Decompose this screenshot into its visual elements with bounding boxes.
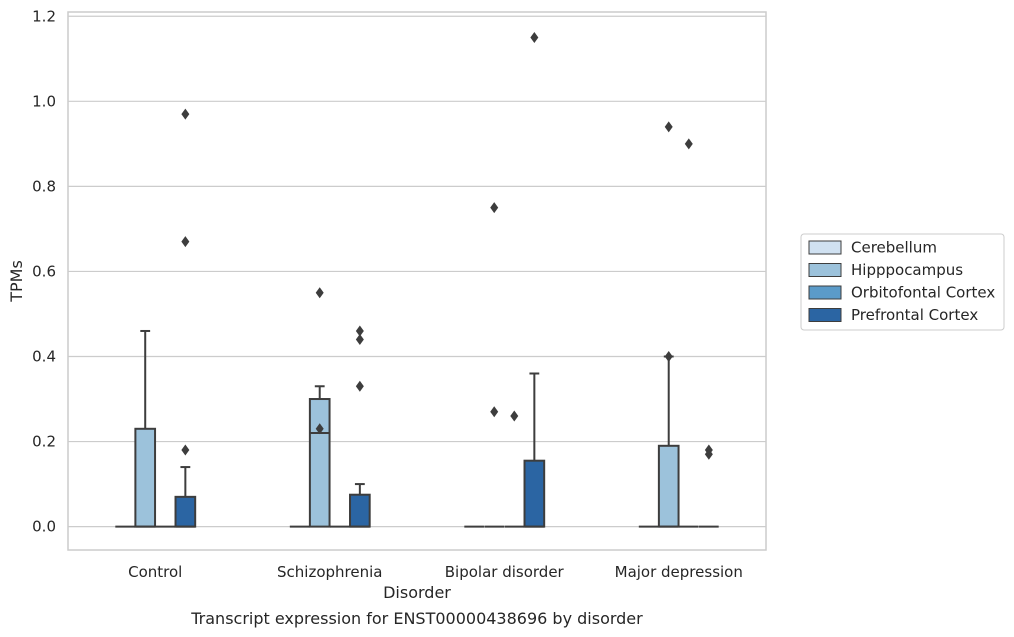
box-body: [134, 427, 157, 528]
y-tick-label: 0.4: [32, 347, 56, 365]
legend-swatch: [808, 240, 842, 255]
gridlines: [68, 15, 766, 528]
outlier-point: [664, 121, 673, 133]
x-tick-label: Schizophrenia: [277, 563, 382, 581]
box-body: [523, 459, 546, 528]
legend-swatch: [808, 308, 842, 322]
outlier-point: [704, 448, 713, 460]
outlier-point: [355, 333, 364, 345]
y-axis-ticks: 0.0 0.2 0.4 0.6 0.8 1.0 1.2: [32, 7, 56, 535]
y-tick-label: 0.6: [32, 262, 56, 280]
y-axis-label: TPMs: [7, 260, 26, 303]
y-tick-label: 0.8: [32, 177, 56, 195]
x-tick-label: Bipolar disorder: [445, 563, 565, 581]
outlier-point: [530, 32, 539, 44]
outlier-point: [684, 138, 693, 150]
box-prefrontal-cortex: [349, 483, 371, 528]
box-prefrontal-cortex: [523, 372, 546, 528]
y-tick-label: 0.2: [32, 433, 56, 451]
box-prefrontal-cortex: [174, 466, 197, 528]
y-tick-label: 0.0: [32, 518, 56, 536]
outlier-point: [355, 380, 364, 392]
legend: Cerebellum Hipppocampus Orbitofontal Corte…: [800, 233, 1005, 331]
outlier-point: [490, 202, 499, 214]
box-body: [349, 493, 371, 528]
outlier-point: [315, 287, 324, 299]
box-hipppocampus: [308, 385, 331, 528]
plot-frame: [67, 11, 767, 551]
outlier-point: [355, 325, 364, 337]
box-hipppocampus: [657, 355, 680, 528]
boxes: [115, 329, 719, 528]
legend-label: Cerebellum: [851, 239, 937, 257]
outlier-point: [490, 406, 499, 418]
box-body: [174, 495, 197, 528]
y-tick-label: 1.0: [32, 92, 56, 110]
box-body: [308, 398, 331, 528]
outlier-point: [181, 444, 190, 456]
legend-frame: [800, 233, 1005, 331]
outlier-point: [664, 350, 673, 362]
box-body: [657, 444, 680, 528]
x-tick-label: Major depression: [615, 563, 743, 581]
x-axis-label: Disorder: [383, 583, 451, 602]
chart-caption: Transcript expression for ENST0000043869…: [190, 609, 643, 628]
legend-swatch: [808, 263, 842, 277]
x-axis-ticks: Control Schizophrenia Bipolar disorder Majo…: [128, 563, 743, 581]
outliers: [181, 32, 713, 460]
legend-label: Orbitofontal Cortex: [851, 284, 995, 302]
x-tick-label: Control: [128, 563, 182, 581]
legend-label: Hipppocampus: [851, 261, 963, 279]
y-tick-label: 1.2: [32, 7, 56, 25]
outlier-point: [510, 410, 519, 422]
outlier-point: [181, 236, 190, 248]
box-hipppocampus: [134, 329, 157, 528]
outlier-point: [315, 423, 324, 435]
outlier-point: [181, 108, 190, 120]
legend-label: Prefrontal Cortex: [851, 306, 978, 324]
legend-swatch: [808, 285, 842, 300]
